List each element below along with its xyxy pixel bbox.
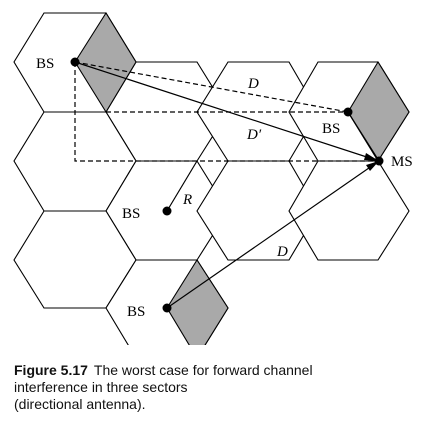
- label-ms: MS: [391, 154, 413, 170]
- bs-center-dot: [162, 206, 172, 216]
- solid-line-d-prime: [74, 61, 380, 162]
- ms-dot: [374, 156, 384, 166]
- caption-line-1: Figure 5.17 The worst case for forward ch…: [14, 362, 414, 379]
- solid-line-bs-right-ms: [347, 111, 380, 162]
- label-d-bottom: D: [276, 244, 288, 260]
- label-d-top: D: [247, 76, 259, 92]
- bs-top-left-dot: [70, 57, 80, 67]
- dashed-line-d: [74, 61, 349, 113]
- bs-right-dot: [343, 107, 353, 117]
- cellular-hex-diagram: BS BS BS BS MS D D′ R D: [13, 11, 413, 345]
- caption-text-1: The worst case for forward channel: [93, 362, 313, 378]
- label-bs-center: BS: [122, 206, 140, 222]
- stations: [70, 57, 384, 313]
- figure-label: Figure 5.17: [14, 362, 88, 378]
- figure-caption: Figure 5.17 The worst case for forward ch…: [14, 362, 414, 413]
- caption-line-2: interference in three sectors: [14, 379, 188, 395]
- label-bs-right: BS: [322, 121, 340, 137]
- radius-line-r: [166, 160, 198, 212]
- solid-line-d-bottom: [166, 160, 380, 309]
- hex-cell: [288, 160, 410, 261]
- label-bs-bottom: BS: [127, 304, 145, 320]
- label-bs-top-left: BS: [36, 56, 54, 72]
- sector-top-left: [74, 11, 137, 114]
- bs-bottom-dot: [162, 303, 172, 313]
- dashed-path-horizontal: [74, 62, 379, 162]
- sector-bottom: [166, 258, 229, 345]
- label-r: R: [182, 192, 192, 208]
- label-d-prime: D′: [246, 127, 262, 143]
- caption-line-3: (directional antenna).: [14, 396, 146, 412]
- distance-lines: [74, 61, 380, 309]
